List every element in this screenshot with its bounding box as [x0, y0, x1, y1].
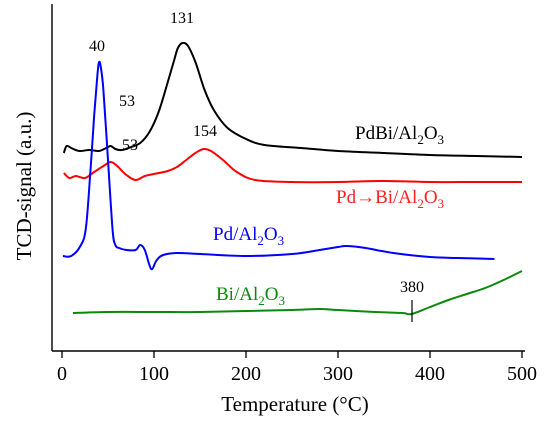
curves [62, 41, 523, 316]
peak-label-53-black: 53 [119, 93, 135, 110]
peak-label-380: 380 [400, 279, 424, 296]
x-tick-label-200: 200 [231, 363, 261, 385]
peak-label-154: 154 [193, 123, 217, 140]
y-axis-title: TCD-signal (a.u.) [12, 112, 36, 261]
series-label-pdbi: PdBi/Al2O3 [355, 123, 444, 147]
x-tick-label-500: 500 [507, 363, 537, 385]
series-line-2 [62, 60, 495, 271]
series-label-pd: Pd/Al2O3 [213, 224, 284, 248]
x-axis-title: Temperature (°C) [221, 392, 368, 416]
x-tick-label-300: 300 [323, 363, 353, 385]
x-tick-label-100: 100 [139, 363, 169, 385]
series-line-3 [72, 270, 523, 316]
x-ticks: 0 100 200 300 400 500 [57, 351, 537, 385]
x-tick-label-400: 400 [415, 363, 445, 385]
series-label-bi: Bi/Al2O3 [216, 284, 285, 308]
series-label-pd-bi: Pd→Bi/Al2O3 [336, 187, 444, 211]
peak-label-40: 40 [89, 38, 105, 55]
x-tick-label-0: 0 [57, 363, 67, 385]
peak-label-131: 131 [170, 10, 194, 27]
series-line-0 [62, 41, 523, 158]
peak-label-53-red: 53 [122, 137, 138, 154]
series-line-1 [63, 147, 523, 184]
